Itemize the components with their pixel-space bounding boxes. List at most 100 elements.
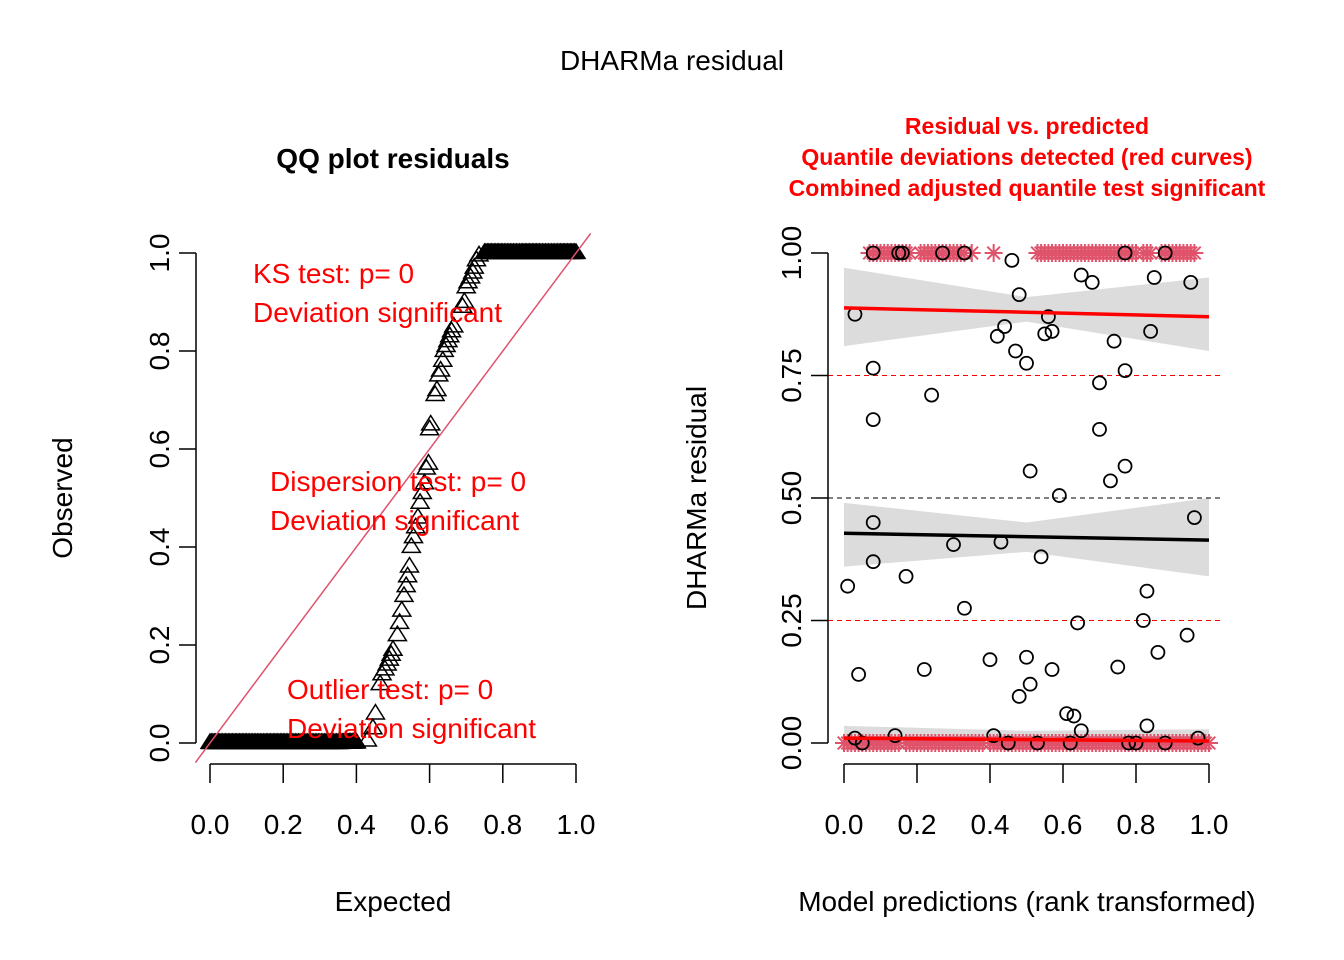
qq-point	[435, 335, 457, 353]
residual-point	[1135, 613, 1151, 628]
qq-y-tick-label: 0.6	[144, 430, 175, 469]
qq-y-tick-label: 0.2	[144, 626, 175, 665]
qq-point	[452, 296, 473, 314]
quantile-fit-lines	[843, 306, 1210, 743]
residual-point	[1044, 662, 1060, 677]
residual-point	[1022, 463, 1038, 479]
qq-point	[454, 291, 475, 309]
residual-point	[1103, 473, 1118, 489]
residual-y-tick-label: 1.00	[776, 226, 807, 281]
residual-point	[895, 245, 910, 261]
qq-annotation-line: Deviation significant	[270, 505, 519, 536]
qq-annotation-line: Outlier test: p= 0	[287, 674, 493, 705]
residual-y-axis: 0.00 0.25 0.50 0.75 1.00	[776, 226, 829, 770]
residual-vs-predicted-panel: Residual vs. predicted Quantile deviation…	[681, 113, 1266, 917]
qq-x-tick-label: 0.2	[264, 809, 303, 840]
residual-x-tick-label: 1.0	[1190, 809, 1229, 840]
residual-x-axis-label: Model predictions (rank transformed)	[798, 886, 1256, 917]
residual-point	[986, 728, 1002, 744]
qq-annotation-line: Dispersion test: p= 0	[270, 466, 526, 497]
residual-point	[1059, 706, 1075, 721]
qq-point	[397, 565, 418, 583]
qq-point	[403, 526, 424, 544]
residual-point	[1117, 245, 1133, 261]
qq-point	[357, 730, 378, 747]
residual-point	[1073, 723, 1089, 739]
qq-test-annotations: KS test: p= 0 Deviation significant Disper…	[253, 258, 536, 744]
residual-point	[1070, 615, 1085, 631]
residual-point	[1150, 644, 1166, 660]
residual-point	[865, 412, 881, 428]
qq-annotation-line: Deviation significant	[287, 713, 536, 744]
quantile-fit-line-0.75	[843, 306, 1210, 319]
residual-point	[989, 328, 1005, 344]
residual-point	[1011, 287, 1027, 303]
residual-point	[916, 662, 932, 677]
qq-point	[395, 575, 417, 593]
qq-point	[409, 492, 431, 510]
qq-point	[432, 350, 454, 367]
residual-point	[891, 245, 907, 261]
residual-x-tick-label: 0.2	[898, 809, 937, 840]
qq-x-tick-label: 0.8	[483, 809, 522, 840]
residual-point	[1143, 323, 1158, 339]
qq-y-tick-label: 1.0	[144, 234, 175, 273]
residual-x-tick-label: 0.8	[1117, 809, 1156, 840]
residual-point	[1117, 363, 1133, 379]
residual-point	[865, 515, 881, 530]
qq-point	[405, 516, 427, 534]
residual-title-line: Residual vs. predicted	[905, 113, 1149, 139]
residual-point	[1139, 583, 1155, 599]
qq-point	[420, 414, 442, 431]
residual-point	[1008, 343, 1023, 359]
qq-point	[407, 507, 429, 524]
residual-y-tick-label: 0.25	[776, 593, 807, 648]
residual-point	[898, 569, 914, 584]
quantile-fit-line-0.25	[843, 736, 1210, 743]
residual-point	[865, 245, 881, 261]
qq-point	[369, 673, 391, 691]
residual-point	[1190, 730, 1206, 746]
qq-point	[443, 316, 465, 333]
quantile-reference-lines	[828, 375, 1224, 621]
residual-point	[1044, 323, 1060, 339]
qq-point	[428, 365, 450, 382]
residual-x-tick-label: 0.0	[825, 809, 864, 840]
qq-point	[418, 453, 439, 470]
residual-point	[851, 667, 866, 682]
asterisk-stroke	[1201, 735, 1217, 751]
asterisk-stroke	[986, 245, 1001, 261]
qq-annotation-line: Deviation significant	[253, 297, 502, 328]
qq-y-tick-label: 0.8	[144, 332, 175, 371]
qq-y-axis: 0.0 0.2 0.4 0.6 0.8 1.0	[144, 234, 197, 762]
residual-point	[1117, 458, 1133, 474]
qq-point	[424, 384, 446, 402]
qq-point	[365, 703, 386, 720]
residual-point	[1084, 274, 1100, 290]
qq-x-tick-label: 1.0	[557, 809, 596, 840]
figure-title: DHARMa residual	[560, 45, 784, 76]
qq-y-axis-label: Observed	[47, 437, 78, 558]
qq-y-tick-label: 0.4	[144, 528, 175, 567]
residual-point	[997, 319, 1012, 334]
residual-point	[1011, 689, 1027, 704]
qq-point	[389, 612, 410, 630]
qq-point	[378, 649, 400, 666]
residual-point	[1146, 270, 1162, 285]
outlier-asterisk	[984, 244, 1003, 262]
residual-point	[1004, 252, 1020, 268]
residual-x-axis: 0.0 0.2 0.4 0.6 0.8 1.0	[825, 763, 1229, 840]
residual-point	[1051, 488, 1067, 503]
residual-point	[1157, 735, 1173, 751]
residual-point	[865, 360, 881, 376]
residual-point	[1073, 267, 1089, 283]
qq-point	[400, 536, 422, 554]
qq-point	[437, 330, 459, 348]
residual-point	[1037, 326, 1053, 342]
residual-point	[1121, 735, 1137, 751]
residual-point	[1187, 510, 1202, 525]
qq-x-tick-label: 0.0	[191, 809, 230, 840]
residual-point	[957, 600, 972, 616]
qq-points	[199, 242, 587, 750]
qq-point	[462, 262, 484, 279]
